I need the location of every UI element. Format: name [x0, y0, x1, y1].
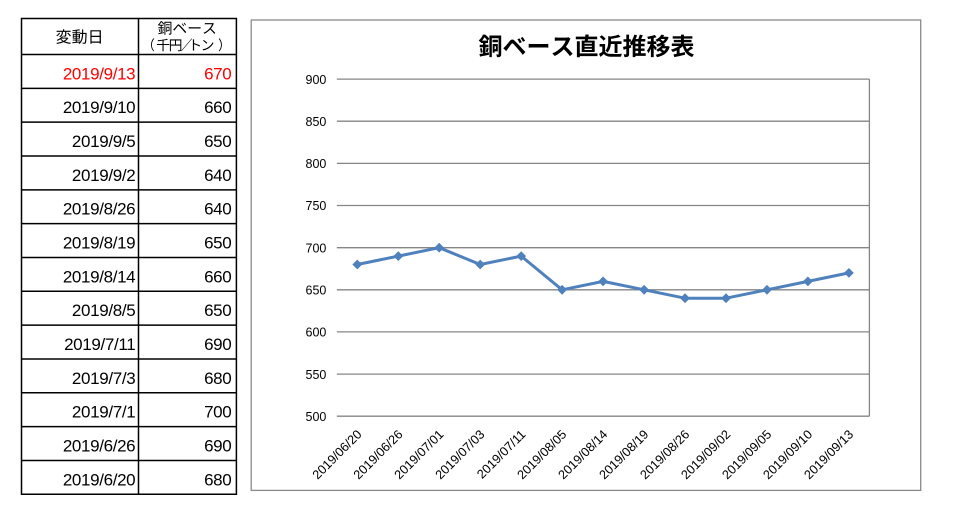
svg-text:660: 660 [204, 267, 231, 286]
svg-text:2019/7/1: 2019/7/1 [72, 403, 135, 422]
svg-text:680: 680 [204, 369, 231, 388]
svg-text:2019/7/11: 2019/7/11 [64, 335, 135, 354]
svg-text:700: 700 [306, 241, 327, 255]
svg-text:650: 650 [204, 132, 231, 151]
svg-text:660: 660 [204, 98, 231, 117]
svg-text:750: 750 [306, 199, 327, 213]
svg-text:2019/8/14: 2019/8/14 [63, 267, 135, 286]
svg-text:900: 900 [306, 73, 327, 87]
svg-text:2019/8/19: 2019/8/19 [63, 233, 135, 252]
svg-text:2019/7/3: 2019/7/3 [72, 369, 135, 388]
svg-text:2019/9/5: 2019/9/5 [72, 132, 135, 151]
svg-text:640: 640 [204, 200, 231, 219]
svg-text:670: 670 [204, 64, 231, 83]
svg-text:640: 640 [204, 166, 231, 185]
svg-text:850: 850 [306, 115, 327, 129]
svg-text:2019/6/20: 2019/6/20 [63, 470, 135, 489]
svg-text:2019/8/26: 2019/8/26 [63, 200, 135, 219]
svg-text:2019/9/2: 2019/9/2 [72, 166, 135, 185]
svg-text:690: 690 [204, 436, 231, 455]
svg-text:650: 650 [306, 284, 327, 298]
svg-text:690: 690 [204, 335, 231, 354]
svg-text:650: 650 [204, 233, 231, 252]
svg-text:650: 650 [204, 301, 231, 320]
svg-text:500: 500 [306, 410, 327, 424]
svg-text:2019/6/26: 2019/6/26 [63, 436, 135, 455]
svg-text:680: 680 [204, 470, 231, 489]
svg-text:700: 700 [204, 403, 231, 422]
svg-text:800: 800 [306, 157, 327, 171]
svg-text:600: 600 [306, 326, 327, 340]
svg-text:2019/9/10: 2019/9/10 [63, 98, 135, 117]
svg-text:550: 550 [306, 368, 327, 382]
svg-text:2019/9/13: 2019/9/13 [63, 64, 135, 83]
svg-text:2019/8/5: 2019/8/5 [72, 301, 135, 320]
